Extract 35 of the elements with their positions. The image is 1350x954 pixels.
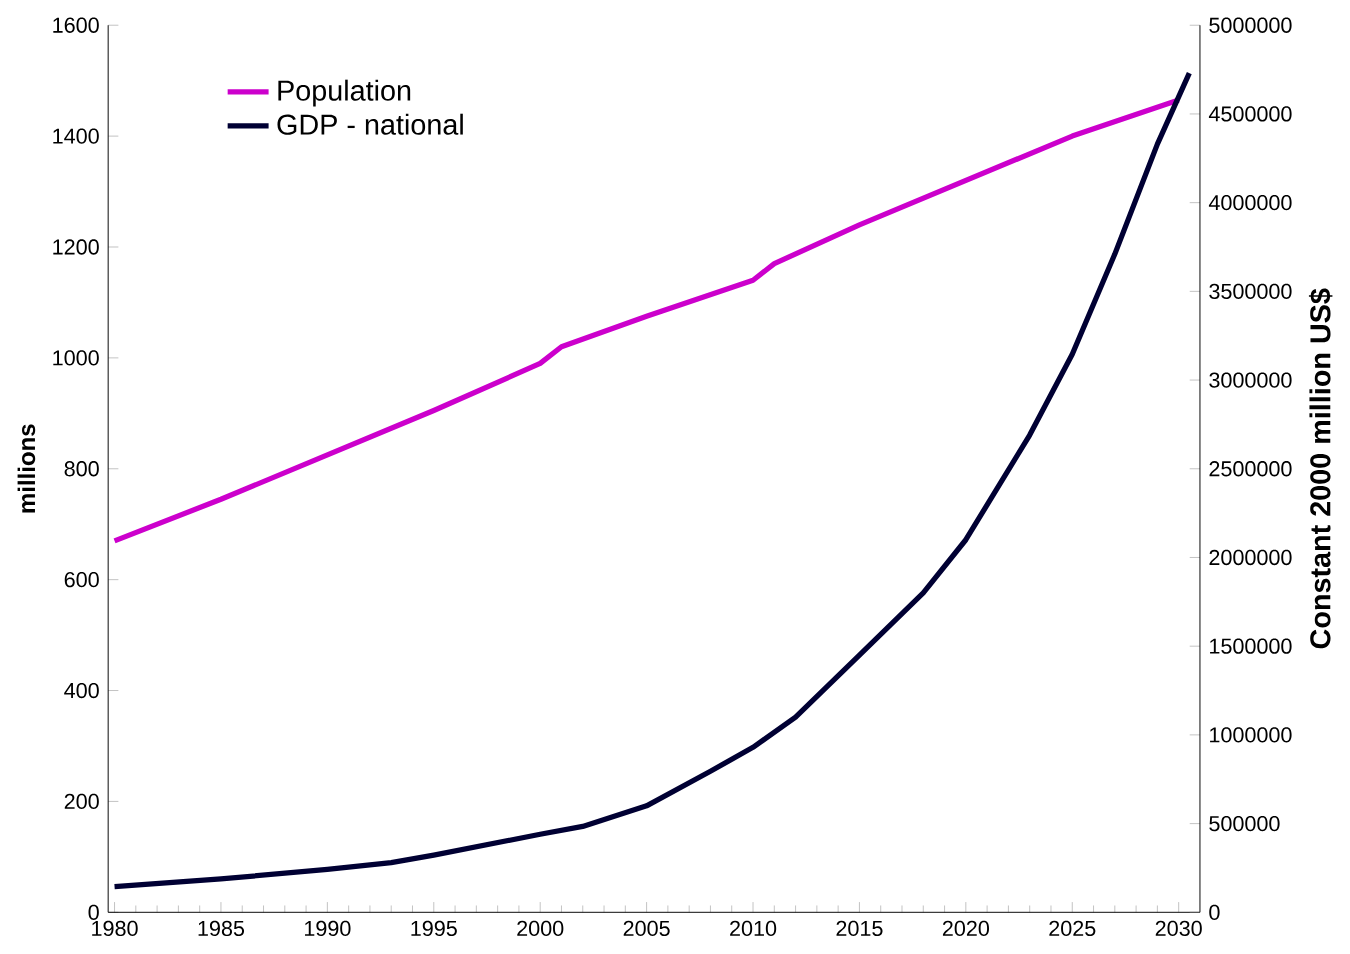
y-axis-title: millions: [17, 424, 36, 513]
x-tick-label: 2005: [623, 920, 670, 937]
y-tick-label: 1600: [53, 17, 99, 34]
x-tick-label: 2030: [1155, 920, 1202, 937]
x-tick-label: 1985: [198, 920, 245, 937]
legend-label: GDP - national: [277, 113, 463, 135]
x-tick-label: 1995: [411, 920, 457, 937]
y-tick-label: 1200: [53, 239, 99, 255]
x-tick-label: 2010: [730, 920, 777, 937]
y2-tick-label: 3000000: [1209, 372, 1292, 388]
y2-tick-label: 5000000: [1209, 17, 1292, 34]
y2-tick-label: 2500000: [1209, 461, 1292, 477]
y2-tick-label: 3500000: [1209, 283, 1292, 300]
y-tick-label: 200: [64, 793, 99, 810]
x-tick-label: 2000: [517, 920, 564, 937]
y-tick-label: 600: [64, 572, 99, 588]
y-tick-label: 1000: [53, 350, 99, 366]
legend-label: Population: [278, 79, 411, 107]
x-tick-label: 2015: [836, 920, 883, 937]
x-tick-label: 1980: [92, 920, 138, 937]
y2-tick-label: 2000000: [1209, 549, 1292, 566]
y2-tick-label: 4500000: [1208, 106, 1292, 122]
y-tick-label: 0: [88, 904, 99, 921]
x-tick-label: 2020: [942, 920, 990, 937]
x-tick-label: 1990: [305, 920, 351, 937]
y2-tick-label: 1500000: [1210, 638, 1292, 655]
y-tick-label: 1400: [53, 128, 99, 144]
y2-axis-title: Constant 2000 million US$: [1308, 288, 1333, 649]
y2-tick-label: 0: [1209, 904, 1220, 921]
y2-tick-label: 4000000: [1208, 195, 1292, 211]
x-tick-label: 2025: [1049, 920, 1096, 937]
y-tick-label: 800: [64, 461, 99, 477]
y2-tick-label: 500000: [1209, 816, 1280, 832]
y2-tick-label: 1000000: [1210, 727, 1292, 743]
y-tick-label: 400: [64, 683, 99, 699]
